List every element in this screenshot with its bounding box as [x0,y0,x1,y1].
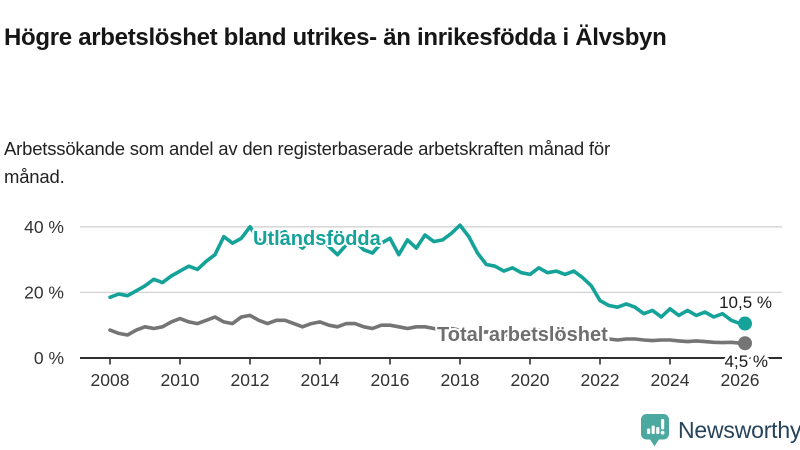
x-tick-label: 2010 [161,370,200,390]
x-tick-label: 2014 [301,370,340,390]
x-tick-label: 2012 [231,370,270,390]
series-label-utlandsfodda: Utlandsfödda [253,228,382,250]
end-dot-total-arbetsloshet [738,336,752,351]
y-tick-label: 0 % [34,348,64,368]
series-label-total-arbetsloshet: Total arbetslöshet [437,324,608,346]
x-tick-label: 2020 [511,370,550,390]
series-line-utlandsfodda [108,223,742,326]
bubble-shape [641,413,669,446]
grid-layer: 0 % 20 % 40 % [24,217,782,368]
series-layer [108,223,752,351]
x-tick-label: 2016 [371,370,410,390]
y-tick-label: 40 % [24,217,64,237]
exclamation-stem [661,418,665,429]
exclamation-dot [660,430,665,435]
bar-2 [651,425,655,434]
end-value-label-utlandsfodda: 10,5 % [719,293,772,312]
x-tick-label: 2018 [441,370,480,390]
bar-1 [647,428,651,434]
x-tick-label: 2024 [651,370,690,390]
axis-layer: 2008 2010 2012 2014 2016 2018 2020 2022 2024 2026 [80,357,782,390]
x-tick-label: 2008 [91,370,130,390]
chart-title: Högre arbetslöshet bland utrikes- än inr… [4,24,667,52]
newsworthy-wordmark: Newsworthy [678,416,800,443]
end-value-label-total: 4,5 % [725,352,768,371]
bar-3 [656,426,660,434]
x-tick-label: 2022 [581,370,620,390]
x-tick-label: 2026 [721,370,760,390]
series-line-total-arbetsloshet [108,313,742,346]
newsworthy-logo: Newsworthy [641,411,800,449]
end-dot-utlandsfodda [738,316,752,331]
y-tick-label: 20 % [24,282,64,302]
chart-subtitle: Arbetssökande som andel av den registerb… [4,137,610,187]
newsworthy-bubble-chart-icon [641,413,669,446]
